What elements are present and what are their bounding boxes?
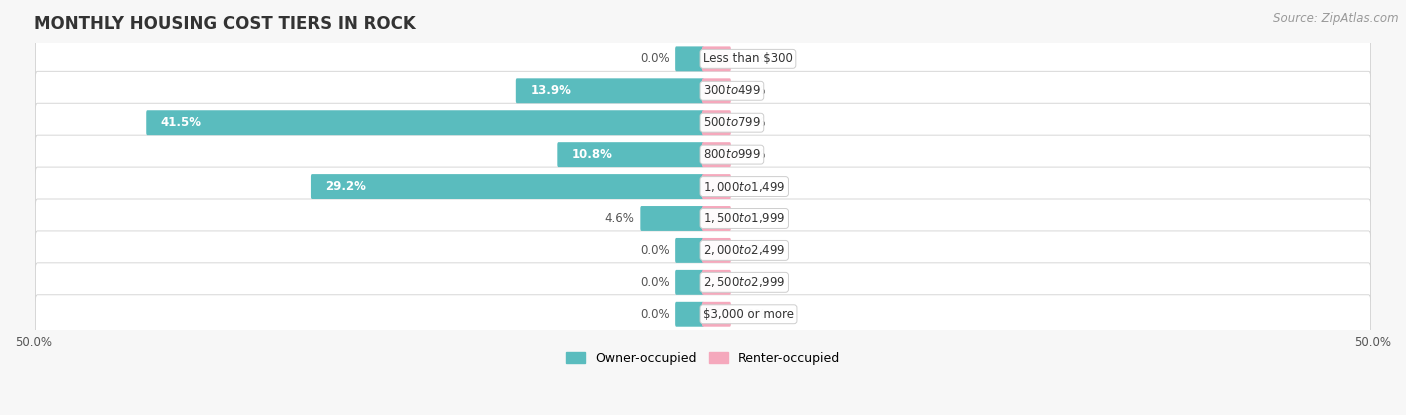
FancyBboxPatch shape: [35, 263, 1371, 302]
FancyBboxPatch shape: [675, 302, 704, 327]
FancyBboxPatch shape: [675, 46, 704, 71]
FancyBboxPatch shape: [35, 295, 1371, 334]
FancyBboxPatch shape: [557, 142, 704, 167]
Text: $300 to $499: $300 to $499: [703, 84, 761, 97]
FancyBboxPatch shape: [702, 142, 731, 167]
Text: $500 to $799: $500 to $799: [703, 116, 761, 129]
FancyBboxPatch shape: [311, 174, 704, 199]
Text: Less than $300: Less than $300: [703, 52, 793, 65]
FancyBboxPatch shape: [702, 238, 731, 263]
FancyBboxPatch shape: [516, 78, 704, 103]
FancyBboxPatch shape: [702, 302, 731, 327]
Text: 10.8%: 10.8%: [572, 148, 613, 161]
FancyBboxPatch shape: [702, 206, 731, 231]
Text: 41.5%: 41.5%: [160, 116, 201, 129]
Text: 0.0%: 0.0%: [737, 244, 766, 257]
Text: $2,500 to $2,999: $2,500 to $2,999: [703, 275, 786, 289]
FancyBboxPatch shape: [675, 270, 704, 295]
Text: $1,000 to $1,499: $1,000 to $1,499: [703, 180, 786, 193]
Text: 0.0%: 0.0%: [640, 52, 669, 65]
Text: 0.0%: 0.0%: [737, 180, 766, 193]
FancyBboxPatch shape: [702, 110, 731, 135]
FancyBboxPatch shape: [702, 174, 731, 199]
Text: 0.0%: 0.0%: [737, 116, 766, 129]
Text: 0.0%: 0.0%: [737, 148, 766, 161]
FancyBboxPatch shape: [702, 46, 731, 71]
Text: 0.0%: 0.0%: [737, 212, 766, 225]
FancyBboxPatch shape: [640, 206, 704, 231]
Text: 0.0%: 0.0%: [640, 308, 669, 321]
Text: $3,000 or more: $3,000 or more: [703, 308, 794, 321]
FancyBboxPatch shape: [35, 71, 1371, 110]
Text: 0.0%: 0.0%: [737, 308, 766, 321]
Text: 0.0%: 0.0%: [737, 84, 766, 97]
FancyBboxPatch shape: [702, 78, 731, 103]
Text: 0.0%: 0.0%: [640, 276, 669, 289]
FancyBboxPatch shape: [35, 135, 1371, 174]
Text: $1,500 to $1,999: $1,500 to $1,999: [703, 212, 786, 225]
FancyBboxPatch shape: [35, 39, 1371, 78]
Text: 0.0%: 0.0%: [640, 244, 669, 257]
FancyBboxPatch shape: [35, 167, 1371, 206]
Text: $800 to $999: $800 to $999: [703, 148, 761, 161]
Legend: Owner-occupied, Renter-occupied: Owner-occupied, Renter-occupied: [561, 347, 845, 370]
Text: MONTHLY HOUSING COST TIERS IN ROCK: MONTHLY HOUSING COST TIERS IN ROCK: [34, 15, 415, 33]
Text: 13.9%: 13.9%: [530, 84, 571, 97]
Text: Source: ZipAtlas.com: Source: ZipAtlas.com: [1274, 12, 1399, 25]
Text: 29.2%: 29.2%: [325, 180, 367, 193]
FancyBboxPatch shape: [702, 270, 731, 295]
FancyBboxPatch shape: [146, 110, 704, 135]
Text: $2,000 to $2,499: $2,000 to $2,499: [703, 244, 786, 257]
FancyBboxPatch shape: [35, 103, 1371, 142]
Text: 0.0%: 0.0%: [737, 276, 766, 289]
FancyBboxPatch shape: [35, 199, 1371, 238]
FancyBboxPatch shape: [35, 231, 1371, 270]
FancyBboxPatch shape: [675, 238, 704, 263]
Text: 4.6%: 4.6%: [605, 212, 634, 225]
Text: 0.0%: 0.0%: [737, 52, 766, 65]
